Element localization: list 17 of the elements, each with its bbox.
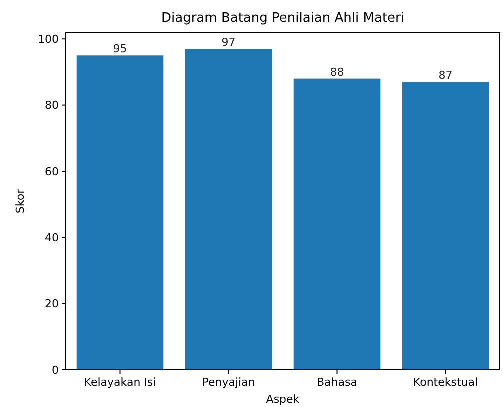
data-label: 95 xyxy=(113,42,128,56)
data-label: 97 xyxy=(222,36,236,50)
x-axis-title: Aspek xyxy=(266,393,300,406)
y-tick-label: 20 xyxy=(45,298,59,311)
y-tick-label: 80 xyxy=(45,99,59,112)
x-tick-label: Kontekstual xyxy=(413,376,478,389)
y-tick-label: 100 xyxy=(38,32,59,46)
y-axis-title: Skor xyxy=(14,188,27,214)
data-label: 87 xyxy=(438,69,453,82)
data-label: 88 xyxy=(330,66,344,79)
x-tick-label: Bahasa xyxy=(317,376,358,389)
y-tick-label: 40 xyxy=(45,232,59,244)
y-tick-label: 0 xyxy=(52,364,59,377)
x-tick-label: Kelayakan Isi xyxy=(84,376,156,389)
y-tick-label: 60 xyxy=(45,165,59,178)
chart-title: Diagram Batang Penilaian Ahli Materi xyxy=(162,11,404,26)
x-tick-label: Penyajian xyxy=(202,376,256,389)
